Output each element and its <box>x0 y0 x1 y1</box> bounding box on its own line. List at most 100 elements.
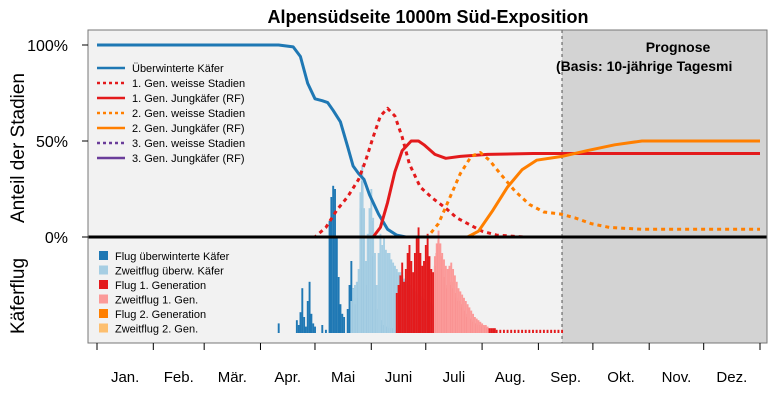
y-tick-label: 0% <box>45 230 68 247</box>
bar-flug-uberwinterte-kafer <box>330 197 333 333</box>
legend-line-label: 1. Gen. weisse Stadien <box>132 78 245 90</box>
bar-zweitflug-1-gen <box>473 317 476 333</box>
bar-flug-uberwinterte-kafer <box>339 304 342 333</box>
line-uberwinterte-kafer <box>97 43 760 239</box>
bar-flug-uberwinterte-kafer <box>303 317 306 333</box>
bar-flug-1-generation <box>415 237 418 333</box>
line-2-gen-jungkafer-rf <box>97 139 760 239</box>
bar-zweitflug-1-gen <box>453 275 456 333</box>
y-tick-label: 100% <box>27 38 68 55</box>
bar-zweitflug-1-gen <box>443 259 445 333</box>
bar-zweitflug-uberw-kafer <box>374 253 376 333</box>
month-label: Nov. <box>662 369 692 386</box>
bar-flug-1-generation <box>397 285 400 333</box>
bar-flug-1-generation <box>499 329 502 333</box>
month-label: Feb. <box>164 369 194 386</box>
bar-flug-1-generation <box>521 329 524 333</box>
bar-flug-uberwinterte-kafer <box>306 301 309 333</box>
y-axis-label-stages: Anteil der Stadien <box>8 73 29 223</box>
bar-zweitflug-1-gen <box>433 256 436 333</box>
month-label: Okt. <box>607 369 635 386</box>
bar-zweitflug-1-gen <box>459 291 462 333</box>
x-axis: Jan. Feb. Mär. Apr. Mai Juni Juli Aug. Sep. Okt. N… <box>96 343 761 386</box>
bar-flug-1-generation <box>428 256 431 333</box>
bar-zweitflug-1-gen <box>441 253 444 333</box>
bar-flug-uberwinterte-kafer <box>332 185 335 333</box>
legend-bar-label: Flug überwinterte Käfer <box>115 251 230 263</box>
bar-flug-1-generation <box>401 262 404 333</box>
bar-zweitflug-uberw-kafer <box>352 288 355 333</box>
bar-flug-1-generation <box>524 329 527 333</box>
legend-line-label: 1. Gen. Jungkäfer (RF) <box>132 93 245 105</box>
month-label: Apr. <box>274 369 301 386</box>
bar-zweitflug-uberw-kafer <box>390 259 393 333</box>
y-tick-label: 50% <box>36 134 68 151</box>
bar-zweitflug-1-gen <box>486 326 489 333</box>
bar-zweitflug-1-gen <box>477 320 480 333</box>
bar-flug-1-generation <box>495 329 498 333</box>
y-axis-label-flight: Käferflug <box>8 258 29 334</box>
bar-zweitflug-uberw-kafer <box>377 253 380 333</box>
bar-zweitflug-uberw-kafer <box>383 237 385 333</box>
month-label: Mär. <box>218 369 247 386</box>
bar-zweitflug-uberw-kafer <box>392 262 395 333</box>
bar-flug-1-generation <box>535 329 538 333</box>
bar-zweitflug-1-gen <box>479 321 482 333</box>
bar-flug-1-generation <box>557 329 560 333</box>
bar-zweitflug-1-gen <box>457 288 460 333</box>
bar-flug-1-generation <box>550 329 553 333</box>
bar-flug-1-generation <box>513 329 516 333</box>
bar-flug-1-generation <box>528 329 531 333</box>
bar-zweitflug-1-gen <box>475 318 478 333</box>
month-label: Dez. <box>716 369 747 386</box>
bar-flug-1-generation <box>510 329 513 333</box>
bar-flug-1-generation <box>413 253 416 333</box>
bar-zweitflug-1-gen <box>481 323 484 333</box>
bar-zweitflug-uberw-kafer <box>384 249 387 333</box>
bar-zweitflug-uberw-kafer <box>363 208 366 333</box>
bar-zweitflug-uberw-kafer <box>364 261 367 333</box>
legend-bar-swatch <box>99 265 108 275</box>
legend-bar-label: Zweitflug überw. Käfer <box>115 266 224 278</box>
plot-frame <box>87 29 768 344</box>
forecast-region <box>562 30 767 343</box>
bar-flug-1-generation <box>553 329 556 333</box>
bar-flug-1-generation <box>421 265 424 333</box>
y-axis: 0% 50% 100% <box>27 38 88 247</box>
bar-zweitflug-uberw-kafer <box>361 165 364 333</box>
legend-bar-label: Zweitflug 2. Gen. <box>115 324 198 336</box>
month-label: Jan. <box>111 369 139 386</box>
bar-flug-uberwinterte-kafer <box>314 326 316 333</box>
bar-flug-1-generation <box>412 272 415 333</box>
bar-flug-1-generation <box>506 329 509 333</box>
bar-flug-1-generation <box>561 329 564 333</box>
bar-zweitflug-1-gen <box>482 325 485 333</box>
bar-zweitflug-1-gen <box>455 281 458 333</box>
bar-zweitflug-1-gen <box>466 304 469 333</box>
bar-flug-1-generation <box>502 329 505 333</box>
legend-line-label: 3. Gen. weisse Stadien <box>132 138 245 150</box>
legend-line-label: 2. Gen. weisse Stadien <box>132 108 245 120</box>
bar-zweitflug-uberw-kafer <box>386 253 389 333</box>
bar-flug-uberwinterte-kafer <box>341 313 344 333</box>
bar-flug-uberwinterte-kafer <box>304 326 307 333</box>
bar-zweitflug-1-gen <box>444 265 447 333</box>
bar-zweitflug-1-gen <box>448 265 451 333</box>
legend-line-label: 2. Gen. Jungkäfer (RF) <box>132 123 245 135</box>
bar-flug-uberwinterte-kafer <box>328 221 331 333</box>
legend-bar-label: Flug 1. Generation <box>115 280 206 292</box>
bar-zweitflug-uberw-kafer <box>393 265 396 333</box>
bar-zweitflug-uberw-kafer <box>359 192 362 333</box>
bar-flug-uberwinterte-kafer <box>301 288 304 333</box>
bar-zweitflug-1-gen <box>472 313 474 333</box>
bar-flug-uberwinterte-kafer <box>335 237 338 333</box>
bar-flug-1-generation <box>517 329 520 333</box>
bar-flug-uberwinterte-kafer <box>310 313 313 333</box>
bar-zweitflug-1-gen <box>439 243 442 333</box>
bar-flug-uberwinterte-kafer <box>312 323 315 333</box>
legend-line-label: Überwinterte Käfer <box>132 63 224 75</box>
forecast-label-line2: (Basis: 10-jährige Tagesmi <box>556 58 732 74</box>
bar-zweitflug-uberw-kafer <box>381 245 384 333</box>
bar-flug-1-generation <box>406 253 409 333</box>
